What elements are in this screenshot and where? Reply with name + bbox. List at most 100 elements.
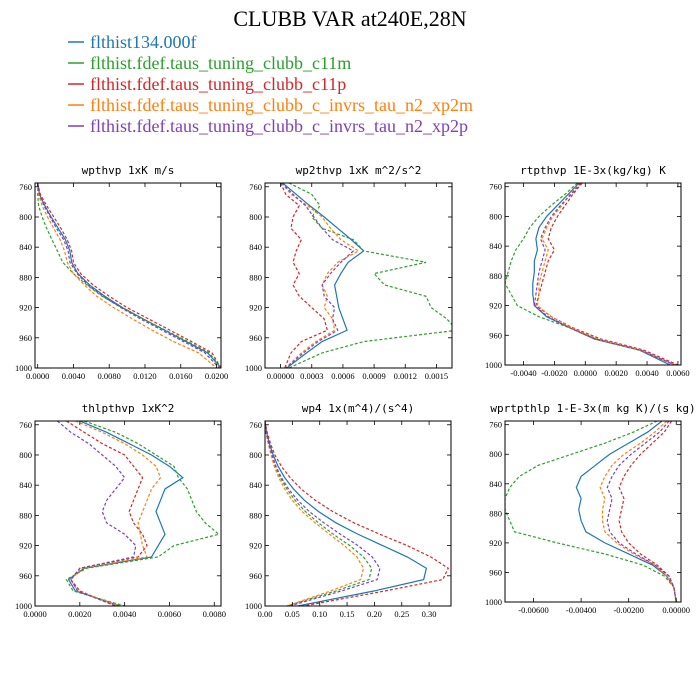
y-tick-label: 760 [19,182,32,192]
x-tick-label: 0.0080 [98,371,121,381]
y-tick-label: 880 [19,272,32,282]
x-tick-label: 0.00000 [662,605,690,615]
x-tick-label: -0.0020 [541,368,567,378]
series-line-2 [505,183,676,365]
y-tick-label: 960 [249,571,262,581]
series-line-4 [536,183,676,365]
series-line-2 [37,183,221,368]
y-tick-label: 920 [19,541,32,551]
x-tick-label: 0.0000 [574,368,597,378]
y-tick-label: 760 [19,420,32,430]
x-tick-label: 0.0040 [635,368,658,378]
series-line-4 [265,421,365,606]
series-line-2 [265,421,373,606]
x-tick-label: 0.0020 [604,368,627,378]
x-tick-label: 0.0009 [362,371,385,381]
series-line-3 [618,421,677,602]
y-tick-label: 880 [19,510,32,520]
y-tick-label: 880 [489,271,502,281]
x-tick-label: 0.0080 [203,609,226,619]
y-tick-label: 840 [249,480,262,490]
series-line-5 [265,421,381,606]
series-line-3 [280,183,329,368]
y-tick-label: 840 [489,479,502,489]
x-tick-label: 0.0003 [300,371,323,381]
x-tick-label: 0.0006 [331,371,354,381]
legend-entry: flthist.fdef.taus_tuning_clubb_c11m [68,53,351,73]
panel-title: wp2thvp 1xK m^2/s^2 [296,164,422,177]
y-tick-label: 960 [249,333,262,343]
series-line-2 [65,421,221,606]
x-tick-label: 0.0060 [158,609,181,619]
series-line-1 [37,183,221,368]
y-tick-label: 800 [489,449,502,459]
legend-label: flthist.fdef.taus_tuning_clubb_c11p [90,74,346,94]
series-line-4 [37,183,217,368]
series-line-1 [67,421,184,606]
x-tick-label: 0.0012 [394,371,417,381]
x-tick-label: 0.20 [367,609,382,619]
plot-frame [34,420,222,607]
y-tick-label: 1000 [245,601,262,611]
panel-6: wprtpthlp 1-E-3x(m kg K)/(s kg) 760 800 840… [485,402,696,615]
series-line-1 [575,421,677,602]
x-tick-label: 0.05 [285,609,300,619]
series-line-4 [281,183,360,368]
series-group [57,421,221,606]
y-tick-label: 1000 [245,363,262,373]
y-tick-label: 960 [19,571,32,581]
y-tick-label: 840 [489,241,502,251]
y-tick-label: 760 [489,182,502,192]
series-line-5 [533,183,676,365]
y-tick-label: 920 [489,538,502,548]
x-tick-label: 0.0120 [133,371,156,381]
panel-title: rtpthvp 1E-3x(kg/kg) K [520,164,666,177]
series-group [37,183,221,368]
panel-4: thlpthvp 1xK^276080084088092096010000.00… [15,402,226,619]
plot-frame [504,420,682,603]
series-line-1 [282,183,365,368]
series-group [505,183,679,365]
series-group [280,183,452,368]
series-line-3 [37,183,221,368]
panel-title: thlpthvp 1xK^2 [82,402,175,415]
y-tick-label: 920 [249,541,262,551]
x-tick-label: 0.15 [340,609,355,619]
plot-frame [264,182,453,369]
legend-label: flthist134.000f [90,32,197,52]
x-tick-label: 0.00 [258,609,273,619]
y-tick-label: 880 [489,508,502,518]
series-group [265,421,450,606]
y-tick-label: 880 [249,272,262,282]
legend-label: flthist.fdef.taus_tuning_clubb_c_invrs_t… [90,95,473,115]
series-line-3 [265,421,450,606]
legend: flthist134.000fflthist.fdef.taus_tuning_… [68,32,473,136]
y-tick-label: 840 [249,242,262,252]
panel-3: rtpthvp 1E-3x(kg/kg) K 760 800 840 880 920 960… [485,164,690,378]
legend-label: flthist.fdef.taus_tuning_clubb_c_invrs_t… [90,116,468,136]
panel-title: wprtpthlp 1-E-3x(m kg K)/(s kg) [490,402,695,415]
y-tick-label: 920 [19,303,32,313]
figure-title: CLUBB VAR at240E,28N [233,6,466,31]
x-tick-label: 0.0020 [68,609,91,619]
y-tick-label: 760 [489,420,502,430]
y-tick-label: 760 [249,182,262,192]
x-tick-label: 0.0160 [169,371,192,381]
series-line-1 [532,183,671,365]
y-tick-label: 1000 [15,363,32,373]
legend-label: flthist.fdef.taus_tuning_clubb_c11m [90,53,351,73]
y-tick-label: 1000 [15,601,32,611]
y-tick-label: 840 [19,242,32,252]
panel-title: wpthvp 1xK m/s [82,164,175,177]
x-tick-label: 0.0000 [26,371,49,381]
y-tick-label: 760 [249,420,262,430]
x-tick-label: 0.0060 [666,368,689,378]
series-line-1 [265,421,428,606]
series-line-5 [57,421,137,606]
plot-frame [504,182,682,366]
y-tick-label: 960 [489,330,502,340]
x-tick-label: 0.0040 [62,371,85,381]
x-tick-label: 0.0015 [425,371,448,381]
x-tick-label: 0.10 [312,609,327,619]
